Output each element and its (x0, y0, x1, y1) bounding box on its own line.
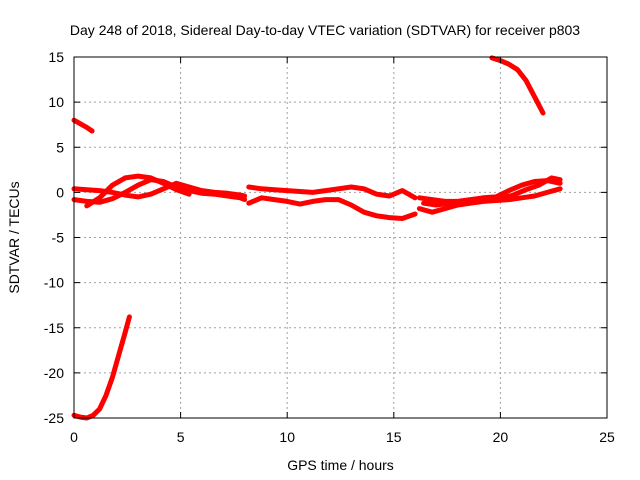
grid-lines (74, 57, 607, 418)
y-tick-label: -5 (52, 230, 65, 246)
series-arc-late-top (489, 55, 546, 116)
series-band-d (246, 184, 418, 201)
x-tick-label: 25 (599, 429, 615, 445)
series-band-e (246, 195, 418, 221)
series-arc-early-top (71, 117, 95, 134)
y-tick-label: 10 (48, 94, 64, 110)
y-tick-label: 0 (56, 184, 64, 200)
y-tick-label: -20 (44, 365, 64, 381)
y-tick-label: -10 (44, 275, 64, 291)
series-band-h (421, 175, 563, 208)
axis-ticks: 0 5 10 15 20 25 -25 -20 -15 -10 -5 0 5 10 15 (44, 49, 615, 445)
y-tick-label: 15 (48, 49, 64, 65)
x-tick-label: 10 (279, 429, 295, 445)
y-axis-label: SDTVAR / TECUs (6, 181, 22, 293)
x-tick-label: 20 (493, 429, 509, 445)
x-axis-label: GPS time / hours (287, 457, 394, 473)
y-tick-label: -15 (44, 320, 64, 336)
y-tick-label: -25 (44, 410, 64, 426)
x-tick-label: 5 (177, 429, 185, 445)
series-layer (71, 55, 563, 421)
y-tick-label: 5 (56, 139, 64, 155)
series-arc-early-bottom (71, 314, 132, 421)
series-band-c (84, 173, 192, 209)
x-tick-label: 0 (70, 429, 78, 445)
x-tick-label: 15 (386, 429, 402, 445)
chart-title: Day 248 of 2018, Sidereal Day-to-day VTE… (70, 22, 580, 38)
